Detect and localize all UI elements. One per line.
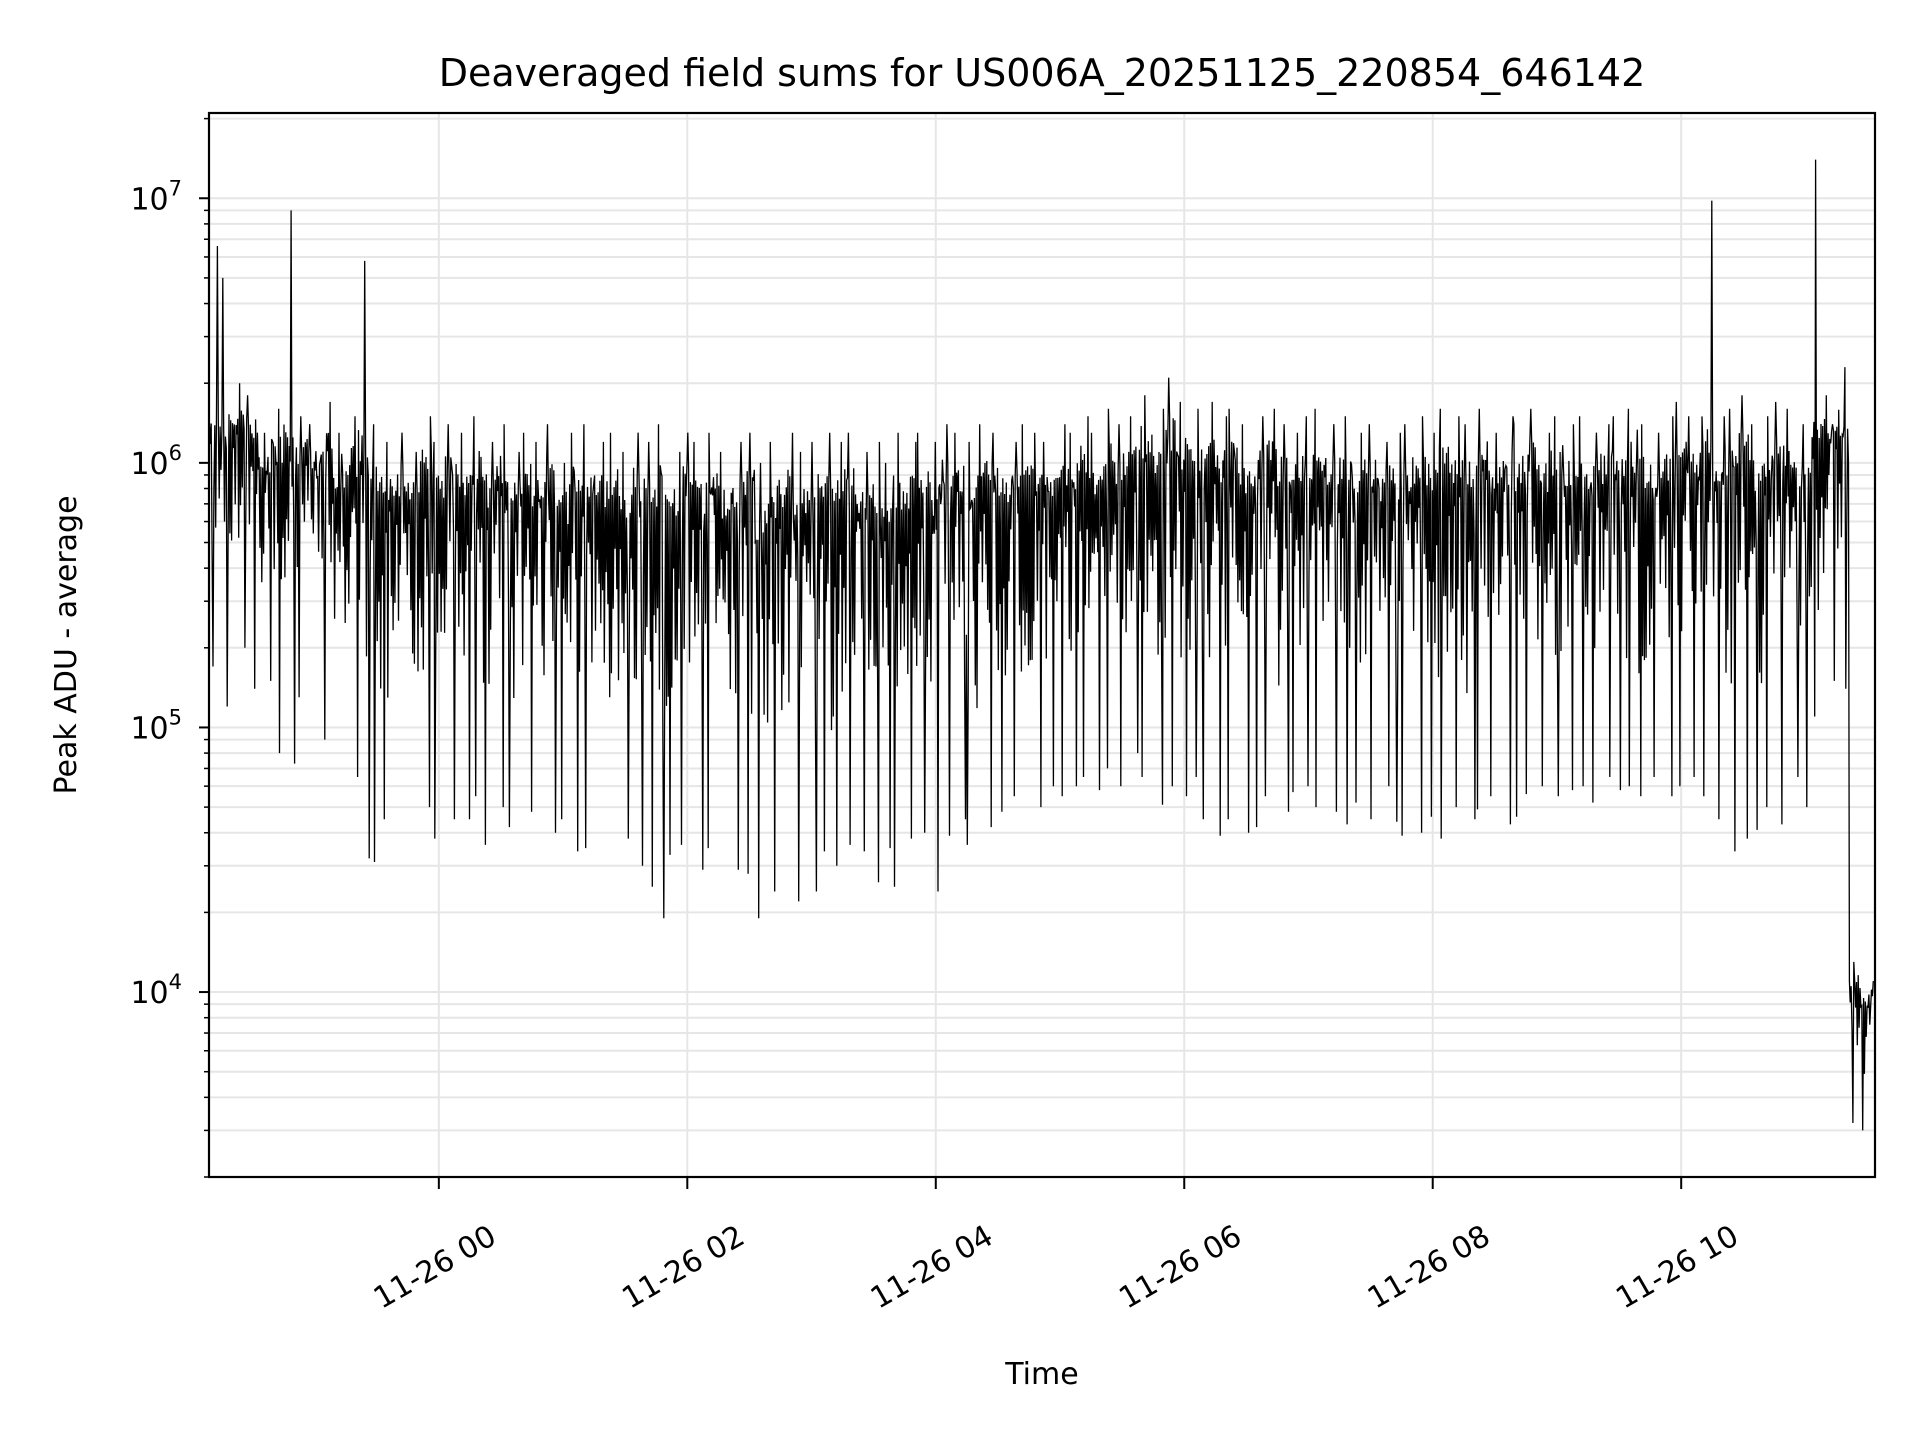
- series-trace: [208, 159, 1874, 1131]
- y-tick-label: 104: [130, 970, 182, 1011]
- axes-frame: [207, 111, 1877, 1179]
- y-tick-label-exponent: 4: [169, 970, 182, 994]
- y-tick-label: 105: [130, 705, 182, 746]
- chart-title: Deaveraged field sums for US006A_2025112…: [439, 51, 1646, 95]
- y-tick-label-exponent: 5: [169, 705, 182, 729]
- y-tick-label-exponent: 6: [169, 441, 182, 465]
- y-tick-label: 107: [130, 176, 182, 217]
- y-tick-label-exponent: 7: [169, 176, 182, 200]
- y-tick-label-base: 10: [130, 182, 168, 217]
- y-tick-label-base: 10: [130, 976, 168, 1011]
- series-line: [208, 159, 1874, 1131]
- x-axis-label: Time: [1004, 1357, 1078, 1392]
- y-axis-label: Peak ADU - average: [49, 495, 84, 794]
- y-tick-label-base: 10: [130, 447, 168, 482]
- y-tick-label: 106: [130, 441, 182, 482]
- y-tick-label-base: 10: [130, 711, 168, 746]
